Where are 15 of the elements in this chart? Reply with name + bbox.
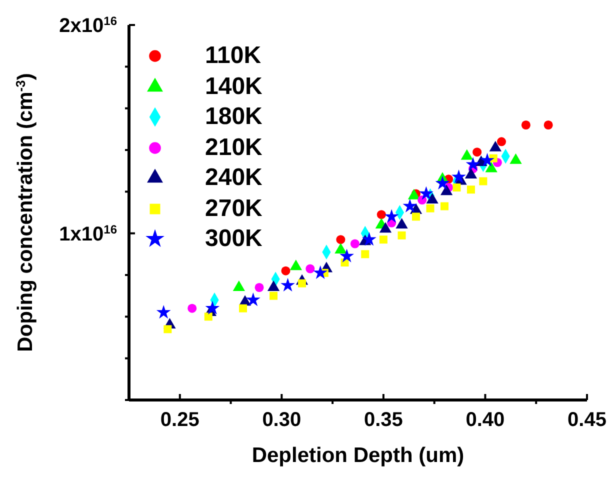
- x-tick-label: 0.25: [160, 409, 200, 431]
- legend-label: 110K: [205, 42, 262, 70]
- legend-label: 140K: [205, 72, 262, 101]
- text: 0.30: [262, 409, 302, 431]
- legend-label: 180K: [205, 103, 262, 132]
- x-tick-label: 0.35: [364, 409, 403, 431]
- y-tick-label: 1x10$^{16}$: [59, 222, 118, 246]
- legend-label: 270K: [205, 194, 262, 223]
- text: 0.40: [466, 409, 505, 431]
- x-axis-title: Depletion Depth (um): [252, 444, 464, 467]
- y-tick-label: 2x10$^{16}$: [59, 14, 118, 37]
- x-tick-label: 0.45: [568, 409, 606, 431]
- legend-label: 210K: [205, 134, 262, 162]
- legend-label: 240K: [205, 164, 262, 192]
- legend-label: 300K: [205, 225, 262, 254]
